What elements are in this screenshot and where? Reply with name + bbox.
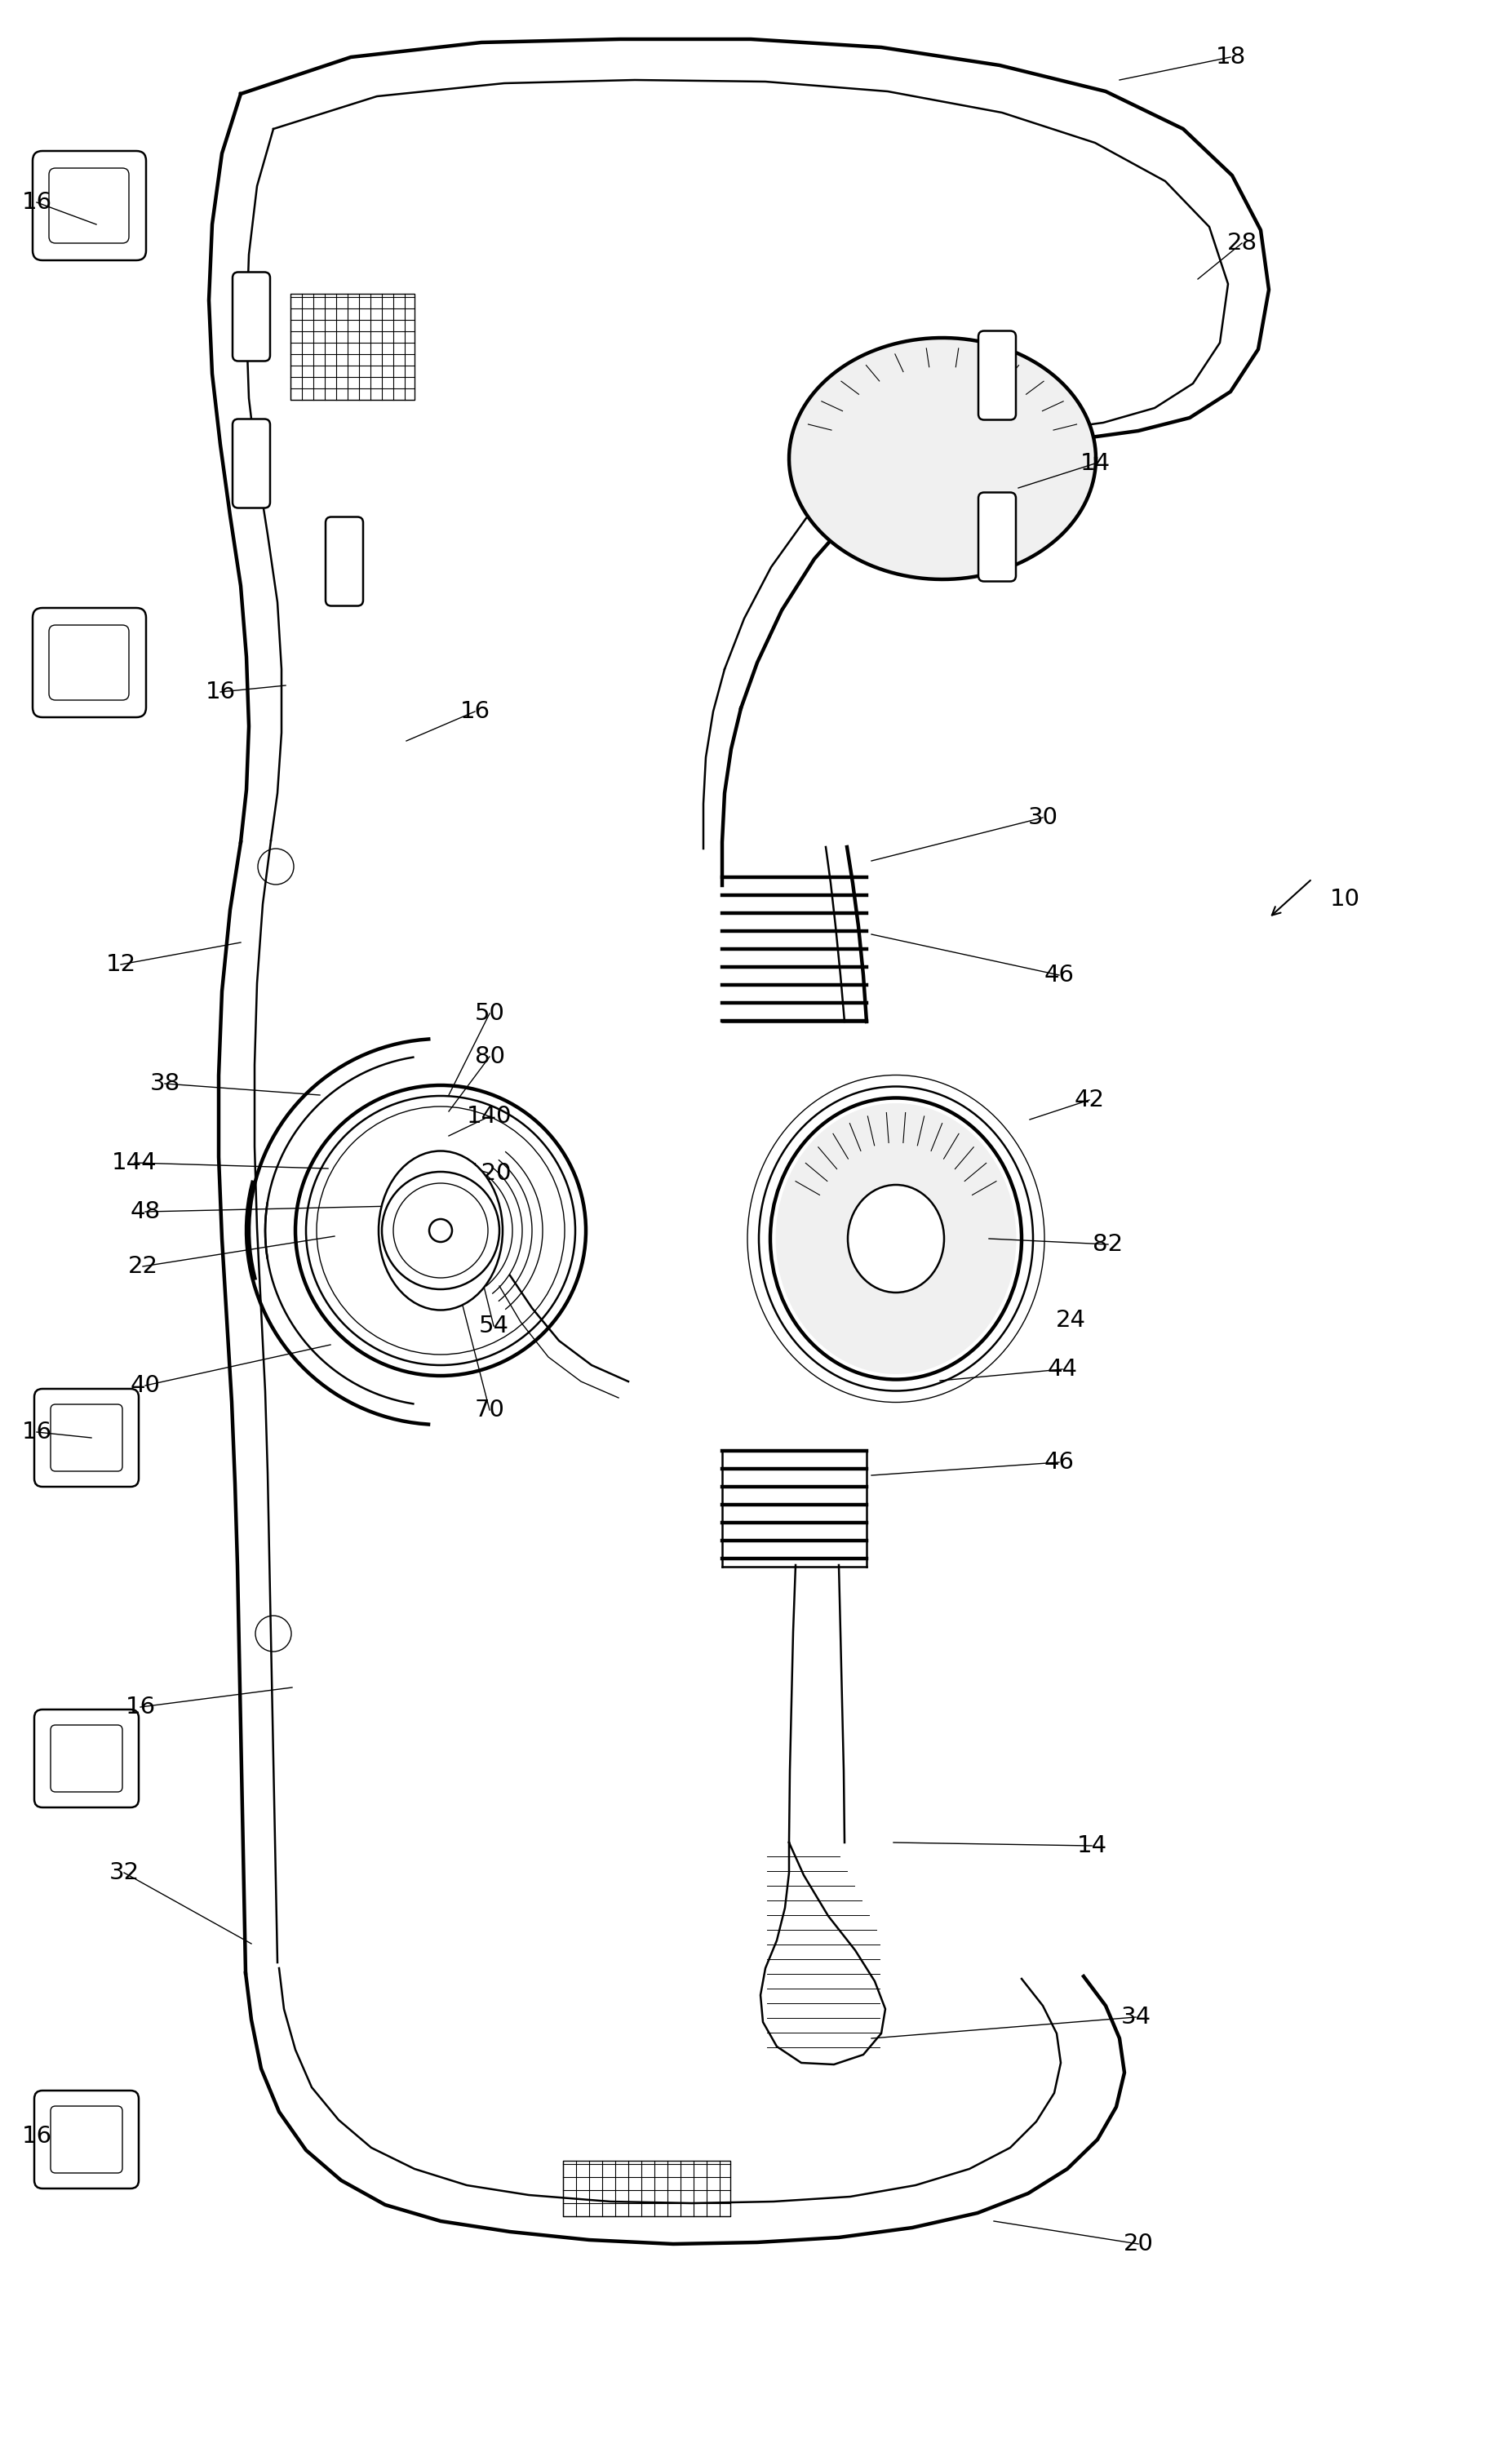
Text: 140: 140 (467, 1105, 513, 1127)
FancyBboxPatch shape (233, 273, 271, 361)
Text: 14: 14 (1077, 1834, 1107, 1856)
Text: 16: 16 (206, 680, 236, 702)
FancyBboxPatch shape (233, 420, 271, 507)
Text: 12: 12 (106, 954, 136, 976)
Text: 16: 16 (21, 190, 51, 215)
Text: 28: 28 (1226, 232, 1256, 254)
Text: 40: 40 (130, 1373, 160, 1398)
Text: 14: 14 (1080, 451, 1110, 476)
Text: 16: 16 (21, 2124, 51, 2149)
Text: 70: 70 (475, 1398, 505, 1422)
Text: 48: 48 (130, 1200, 160, 1224)
Text: 10: 10 (1329, 888, 1359, 910)
Ellipse shape (378, 1151, 502, 1310)
Text: 34: 34 (1120, 2005, 1151, 2029)
Text: 80: 80 (475, 1046, 505, 1068)
Text: 16: 16 (460, 700, 490, 722)
Text: 20: 20 (1123, 2232, 1154, 2256)
Text: 44: 44 (1048, 1359, 1078, 1380)
Text: 42: 42 (1074, 1088, 1104, 1112)
Text: 24: 24 (1055, 1310, 1086, 1332)
Ellipse shape (848, 1185, 943, 1293)
Bar (562, 2161, 730, 2217)
Text: 120: 120 (467, 1161, 513, 1185)
FancyBboxPatch shape (978, 332, 1016, 420)
Circle shape (429, 1220, 452, 1241)
Polygon shape (789, 339, 1096, 580)
Text: 38: 38 (150, 1073, 180, 1095)
Text: 16: 16 (125, 1695, 156, 1719)
Circle shape (383, 1171, 499, 1290)
Text: 32: 32 (109, 1861, 139, 1883)
FancyBboxPatch shape (978, 493, 1016, 580)
Text: 16: 16 (21, 1419, 51, 1444)
Text: 22: 22 (127, 1256, 157, 1278)
Text: 30: 30 (1028, 807, 1058, 829)
Circle shape (393, 1183, 488, 1278)
Bar (290, 293, 414, 400)
FancyBboxPatch shape (325, 517, 363, 605)
Text: 50: 50 (475, 1002, 505, 1024)
Text: 144: 144 (112, 1151, 157, 1173)
Text: 46: 46 (1045, 963, 1074, 985)
Text: 18: 18 (1216, 46, 1246, 68)
Text: 82: 82 (1093, 1234, 1123, 1256)
Text: 46: 46 (1045, 1451, 1074, 1473)
Ellipse shape (776, 1102, 1016, 1373)
Text: 54: 54 (479, 1315, 508, 1337)
